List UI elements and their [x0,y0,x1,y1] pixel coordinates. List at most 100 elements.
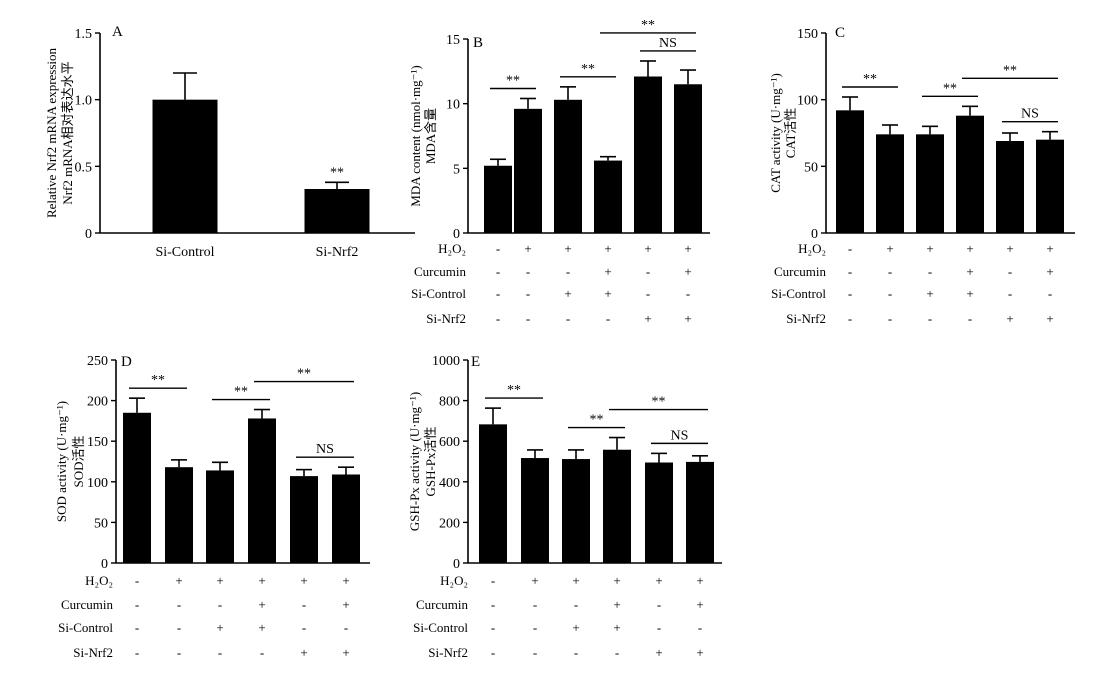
treatment-sign: - [260,645,264,660]
treatment-sign: + [966,286,973,301]
treatment-sign: + [926,286,933,301]
bar [645,462,673,563]
treatment-sign: - [928,311,932,326]
treatment-sign: - [566,264,570,279]
treatment-sign: - [496,264,500,279]
treatment-row-label: Curcumin [61,597,113,612]
significance-bracket: ** [560,62,616,78]
significance-label: NS [659,36,677,51]
treatment-sign: + [886,241,893,256]
significance-bracket: ** [600,18,696,34]
treatment-sign: + [258,597,265,612]
treatment-row-label: Curcumin [414,264,466,279]
treatment-sign: - [135,620,139,635]
panel-letter: A [112,24,123,40]
treatment-sign: + [613,620,620,635]
significance-label: NS [671,428,689,443]
y-axis-label-cn: CAT活性 [783,108,798,159]
y-tick-label: 1000 [432,354,460,369]
treatment-sign: - [848,264,852,279]
panel-letter: D [121,354,132,370]
bar [634,76,662,233]
treatment-sign: + [572,573,579,588]
treatment-sign: - [496,311,500,326]
bar [562,459,590,563]
treatment-row-label: Si-Nrf2 [428,645,468,660]
treatment-sign: + [1046,241,1053,256]
significance-label: ** [943,81,957,96]
treatment-sign: - [888,286,892,301]
treatment-row-label: H₂O₂ [798,241,826,256]
treatment-sign: - [848,241,852,256]
panel-letter: C [835,25,845,41]
bar [956,115,984,233]
y-axis-label-en: GSH-Px activity (U·mg⁻¹) [407,392,422,531]
treatment-sign: - [135,573,139,588]
treatment-sign: - [968,311,972,326]
y-tick-label: 0 [453,227,460,242]
significance-bracket: ** [962,63,1058,80]
significance-bracket: NS [651,428,708,445]
treatment-sign: - [574,645,578,660]
treatment-row-label: Si-Control [413,620,468,635]
treatment-sign: + [258,620,265,635]
bar [686,461,714,563]
treatment-sign: - [606,311,610,326]
treatment-sign: + [175,573,182,588]
significance-label: ** [297,367,311,382]
treatment-row-label: Curcumin [774,264,826,279]
bar [165,467,193,563]
significance-label: ** [652,395,666,410]
treatment-sign: - [533,597,537,612]
significance-label: ** [151,373,165,388]
treatment-sign: - [302,597,306,612]
bar [996,141,1024,233]
bar [521,458,549,563]
significance-label: ** [581,62,595,77]
bar [206,470,234,563]
bar [554,99,582,233]
treatment-sign: + [613,597,620,612]
treatment-row-label: Si-Control [771,286,826,301]
category-label: Si-Nrf2 [316,245,359,260]
significance-bracket: ** [922,81,978,98]
category-label: Si-Control [155,245,214,260]
treatment-sign: + [604,286,611,301]
y-axis-label-en: Relative Nrf2 mRNA expression [44,47,59,218]
treatment-sign: + [1046,311,1053,326]
bar [836,110,864,233]
y-tick-label: 0 [453,557,460,572]
significance-bracket: ** [129,373,187,389]
significance-label: ** [1003,63,1017,78]
treatment-sign: + [564,241,571,256]
y-axis-label-en: MDA content (nmol·mg⁻¹) [408,65,423,206]
y-tick-label: 600 [439,435,460,450]
bar [594,160,622,233]
bar [1036,139,1064,233]
bar [603,449,631,563]
treatment-sign: + [300,573,307,588]
significance-label: NS [1021,107,1039,122]
y-tick-label: 200 [87,395,108,410]
treatment-sign: + [684,264,691,279]
significance-label: ** [330,165,344,180]
treatment-sign: + [1046,264,1053,279]
treatment-sign: - [615,645,619,660]
significance-bracket: ** [490,73,536,90]
treatment-row-label: H₂O₂ [438,241,466,256]
treatment-sign: + [572,620,579,635]
treatment-row-label: Curcumin [416,597,468,612]
treatment-sign: - [491,620,495,635]
y-axis-label-cn: GSH-Px活性 [423,426,438,496]
bar [916,134,944,233]
treatment-table: H₂O₂ - + + + + + Curcumin - - - + - + Si-Control - - + + - -… [411,241,692,326]
significance-bracket: ** [254,367,354,383]
significance-bracket: ** [485,383,543,399]
y-tick-label: 150 [87,435,108,450]
treatment-sign: - [177,620,181,635]
y-tick-label: 1.0 [75,94,93,109]
